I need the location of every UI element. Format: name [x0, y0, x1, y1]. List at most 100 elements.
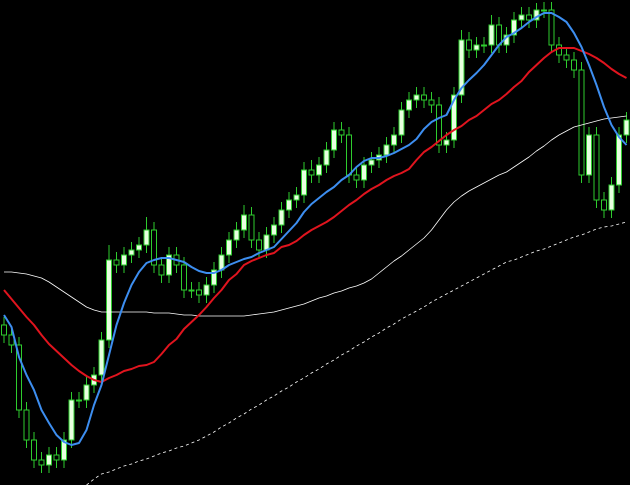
candle: [203, 277, 210, 303]
candle-body: [301, 169, 307, 196]
candle: [113, 252, 120, 273]
candle-body: [346, 134, 352, 176]
candle: [563, 47, 570, 68]
candle: [571, 52, 577, 78]
candle: [323, 142, 330, 173]
candle: [308, 160, 315, 183]
candle-body: [68, 399, 75, 441]
candle: [488, 15, 495, 53]
candle-body: [226, 239, 232, 256]
candle: [218, 247, 225, 278]
candle: [436, 97, 442, 153]
candle: [518, 7, 525, 28]
candle: [211, 262, 217, 293]
candle-body: [571, 59, 577, 71]
candle-body: [368, 159, 375, 166]
candle: [548, 2, 555, 53]
candle: [578, 62, 585, 183]
candle: [526, 7, 532, 28]
candle: [316, 157, 322, 183]
candle-body: [473, 44, 480, 51]
candle: [286, 192, 292, 218]
candle: [353, 167, 360, 188]
candle: [226, 232, 232, 263]
candle-body: [316, 164, 322, 176]
candle-body: [143, 229, 150, 246]
candle-body: [211, 269, 217, 286]
candle-body: [31, 439, 37, 461]
candle-body: [593, 134, 600, 201]
candle-body: [518, 14, 525, 21]
candle-body: [181, 264, 187, 291]
candle-body: [61, 439, 67, 461]
candle-body: [23, 409, 30, 441]
candle: [38, 452, 45, 473]
candle-body: [278, 209, 285, 226]
candle-body: [481, 44, 487, 47]
candle-body: [53, 454, 60, 461]
candle: [473, 37, 480, 58]
candle-body: [136, 244, 142, 251]
candle-body: [256, 239, 262, 251]
candle: [76, 392, 82, 408]
candle-body: [458, 39, 465, 96]
candle: [511, 12, 517, 43]
candle-body: [578, 69, 585, 176]
candle: [608, 177, 615, 218]
candle: [451, 87, 457, 148]
candle: [466, 32, 472, 58]
candle-body: [608, 184, 615, 211]
candle: [421, 87, 427, 108]
candle: [623, 112, 630, 143]
candle-body: [16, 344, 22, 411]
candle-body: [398, 109, 405, 136]
candle: [428, 92, 435, 113]
candle-body: [203, 284, 210, 296]
candle-body: [616, 134, 622, 186]
candle-body: [511, 19, 517, 36]
candle: [196, 282, 202, 303]
candle-body: [233, 229, 240, 241]
candle: [188, 282, 195, 298]
candle: [248, 207, 255, 248]
candle-body: [151, 229, 157, 266]
candle-body: [383, 144, 390, 156]
candle: [271, 217, 277, 243]
candle-body: [331, 129, 337, 151]
candle: [338, 122, 345, 143]
candle-body: [443, 139, 450, 146]
candle-body: [526, 14, 532, 21]
moving-average-line: [3, 47, 627, 383]
candle-body: [128, 249, 135, 256]
candle-body: [623, 119, 630, 136]
candle-body: [286, 199, 292, 211]
candle-body: [158, 264, 165, 276]
candle: [391, 127, 397, 153]
candle: [263, 227, 270, 258]
candle: [278, 202, 285, 233]
candle: [151, 222, 157, 273]
candle: [106, 245, 112, 348]
candle-body: [188, 289, 195, 292]
candle: [233, 222, 240, 248]
moving-average-line: [4, 115, 627, 317]
candle: [83, 377, 90, 408]
moving-average-line: [3, 12, 628, 446]
candle-body: [451, 94, 457, 141]
candle-body: [76, 399, 82, 402]
candle: [166, 247, 172, 283]
candle: [406, 92, 412, 118]
candle: [23, 402, 30, 448]
candle: [16, 337, 22, 418]
candle: [593, 127, 600, 208]
candle-body: [106, 259, 112, 341]
candle-body: [196, 289, 202, 296]
candle: [53, 447, 60, 468]
candle-body: [241, 214, 247, 231]
candle: [586, 127, 592, 183]
candle: [601, 192, 607, 218]
candle: [98, 332, 105, 383]
candle-body: [271, 224, 277, 236]
